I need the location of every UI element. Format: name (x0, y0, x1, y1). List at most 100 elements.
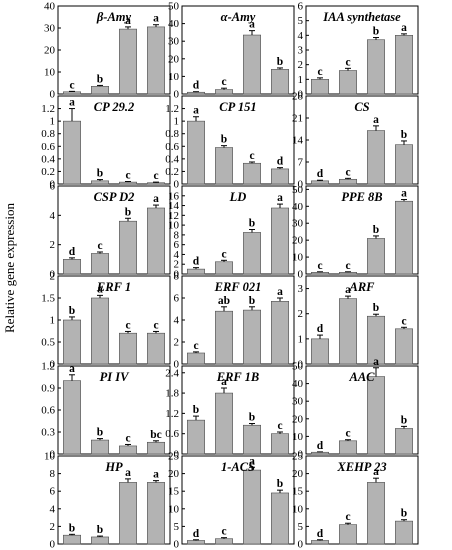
panel-frame (305, 455, 419, 545)
significance-letter: b (401, 129, 407, 141)
significance-letter: c (345, 428, 350, 440)
y-tick-label: 30 (168, 36, 180, 48)
panel-title: CP 151 (219, 100, 256, 114)
panel-title: XEHP 23 (336, 460, 386, 474)
significance-letter: b (97, 427, 103, 439)
bar-P2 (339, 440, 357, 455)
bar-P2 (215, 89, 233, 95)
panel-16: 0246810bP1bP2aP3aP4HP (44, 451, 171, 550)
panel-frame (181, 185, 295, 275)
y-tick-label: 20 (292, 235, 304, 247)
y-tick-label: 40 (292, 201, 304, 213)
bar-P4 (271, 492, 289, 545)
y-tick-label: 30 (44, 23, 56, 35)
y-tick-label: 0 (50, 179, 56, 191)
bar-P1 (187, 540, 205, 545)
y-tick-label: 0 (174, 359, 180, 371)
y-tick-label: 20 (44, 45, 56, 57)
y-tick-label: 0 (174, 449, 180, 461)
panel-title: ERF 021 (214, 280, 262, 294)
y-tick-label: 8 (174, 229, 180, 241)
panel-title: IAA synthetase (322, 10, 401, 24)
y-tick-label: 0.4 (165, 153, 179, 165)
significance-letter: b (277, 478, 283, 490)
y-tick-label: 2 (174, 259, 180, 271)
y-tick-label: 0.2 (41, 166, 55, 178)
y-tick-label: 0.4 (41, 153, 55, 165)
bar-P2 (339, 178, 357, 185)
significance-letter: d (193, 528, 200, 540)
panel-title: AAC (348, 370, 375, 384)
bar-P3 (119, 220, 137, 275)
bar-P1 (63, 91, 81, 95)
bar-P4 (395, 428, 413, 455)
bar-P3 (367, 376, 385, 455)
significance-letter: b (69, 305, 75, 317)
panel-17: 0510152025dP1cP2aP3bP41-ACS (168, 451, 295, 550)
y-tick-label: 0 (174, 89, 180, 101)
significance-letter: b (97, 524, 103, 536)
bar-P4 (147, 26, 165, 95)
bar-P2 (91, 297, 109, 365)
significance-letter: a (153, 193, 159, 205)
bar-P3 (367, 130, 385, 185)
y-tick-label: 0 (50, 449, 56, 461)
bar-P3 (367, 482, 385, 545)
significance-letter: a (401, 22, 407, 34)
y-tick-label: 6 (298, 1, 304, 13)
y-tick-label: 4 (50, 210, 56, 222)
y-tick-label: 0.6 (41, 405, 55, 417)
panel-title: ARF (348, 280, 375, 294)
significance-letter: b (373, 302, 379, 314)
y-tick-label: 1.2 (41, 103, 55, 115)
significance-letter: a (401, 188, 407, 200)
y-tick-label: 28 (292, 91, 304, 103)
significance-letter: c (221, 526, 226, 538)
bar-P1 (63, 120, 81, 185)
panel-frame (305, 275, 419, 365)
bar-P4 (147, 482, 165, 545)
significance-letter: a (373, 466, 379, 478)
significance-letter: c (221, 76, 226, 88)
y-tick-label: 1.2 (165, 103, 179, 115)
panel-frame (305, 365, 419, 455)
bar-P1 (187, 120, 205, 185)
significance-letter: b (69, 522, 75, 534)
bar-P4 (147, 332, 165, 365)
y-tick-label: 0.6 (165, 141, 179, 153)
y-tick-label: 50 (292, 361, 304, 373)
panel-title: 1-ACS (221, 460, 255, 474)
panel-4: 00.20.40.60.811.2 a b c c CP 29.2 (41, 95, 171, 191)
significance-letter: b (373, 26, 379, 38)
bar-P4 (271, 433, 289, 455)
y-tick-label: 10 (44, 67, 56, 79)
bar-P4 (147, 441, 165, 455)
y-tick-label: 10 (44, 451, 56, 463)
y-tick-label: 0 (174, 539, 180, 550)
y-tick-label: 16 (168, 190, 180, 202)
y-tick-label: 6 (174, 293, 180, 305)
y-tick-label: 0.8 (165, 128, 179, 140)
y-tick-label: 1 (50, 315, 56, 327)
significance-letter: c (249, 150, 254, 162)
panel-title: α-Amy (221, 10, 256, 24)
y-tick-label: 10 (292, 252, 304, 264)
significance-letter: c (125, 432, 130, 444)
significance-letter: c (125, 319, 130, 331)
y-tick-label: 15 (292, 486, 304, 498)
significance-letter: a (277, 286, 283, 298)
y-tick-label: 6 (174, 239, 180, 251)
y-tick-label: 0.8 (41, 128, 55, 140)
y-tick-label: 1.2 (41, 361, 55, 373)
panel-title: ERF 1 (96, 280, 131, 294)
y-tick-label: 0 (298, 449, 304, 461)
bar-P4 (395, 144, 413, 185)
y-tick-label: 40 (44, 1, 56, 13)
bar-P2 (339, 70, 357, 95)
y-tick-label: 10 (292, 431, 304, 443)
y-tick-label: 1 (174, 116, 180, 128)
y-tick-label: 0 (50, 269, 56, 281)
significance-letter: a (69, 363, 75, 375)
